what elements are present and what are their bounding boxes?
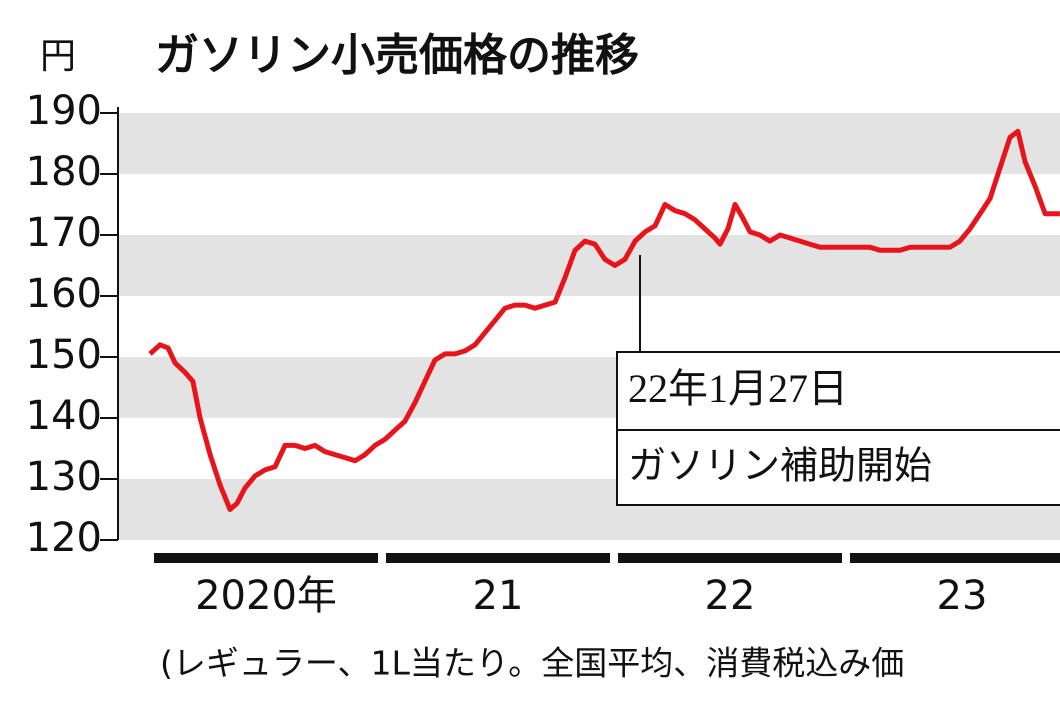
year-bar [618, 553, 842, 563]
price-line [148, 128, 1060, 512]
y-tick-label: 150 [26, 332, 102, 378]
year-bar [850, 553, 1060, 563]
year-bar [154, 553, 378, 563]
year-bar [386, 553, 610, 563]
band [118, 235, 1060, 296]
annotation-box [616, 351, 1060, 506]
chart-title: ガソリン小売価格の推移 [155, 30, 639, 81]
x-tick-label: 22 [705, 573, 756, 619]
y-unit: 円 [40, 36, 76, 77]
x-tick-label: 2020年 [195, 573, 337, 619]
y-tick-label: 180 [26, 149, 102, 195]
y-tick-label: 120 [26, 515, 102, 561]
y-tick-label: 130 [26, 454, 102, 500]
y-tick-label: 190 [26, 88, 102, 134]
footnote: (レギュラー、1L当たり。全国平均、消費税込み価 [160, 644, 904, 683]
y-tick-label: 140 [26, 393, 102, 439]
annotation-text: ガソリン補助開始 [628, 444, 932, 488]
y-tick-label: 170 [26, 210, 102, 256]
x-tick-label: 21 [473, 573, 524, 619]
annotation-date: 22年1月27日 [628, 366, 848, 411]
y-tick-label: 160 [26, 271, 102, 317]
x-tick-label: 23 [937, 573, 988, 619]
band [118, 113, 1060, 174]
